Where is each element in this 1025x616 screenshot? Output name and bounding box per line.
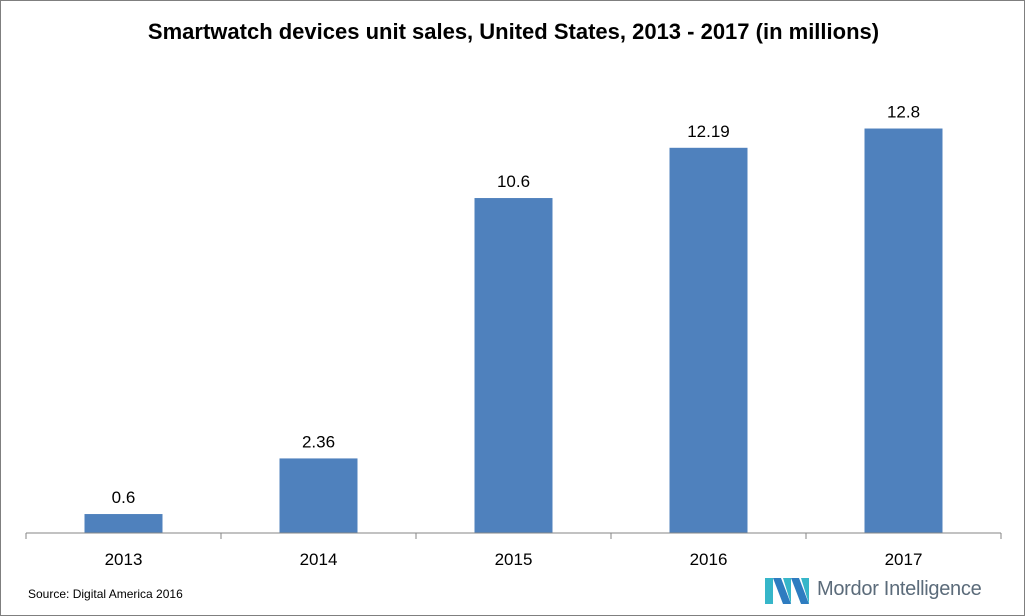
bar-2015: [474, 198, 553, 534]
mordor-logo-icon: [765, 578, 809, 604]
bar-2013: [84, 514, 163, 533]
x-tick-label-2015: 2015: [495, 550, 533, 569]
x-tick-label-2016: 2016: [690, 550, 728, 569]
data-label-2014: 2.36: [302, 432, 335, 451]
source-note: Source: Digital America 2016: [28, 587, 183, 601]
x-tick-label-2017: 2017: [885, 550, 923, 569]
x-tick-label-2013: 2013: [105, 550, 143, 569]
chart-title: Smartwatch devices unit sales, United St…: [147, 19, 880, 44]
bars-layer: [84, 128, 943, 534]
brand-name: Mordor Intelligence: [817, 577, 982, 600]
x-axis: 2013 2014 2015 2016 2017: [25, 532, 1002, 569]
bar-2017: [864, 128, 943, 533]
x-tick-label-2014: 2014: [300, 550, 338, 569]
data-labels-layer: 0.6 2.36 10.6 12.19 12.8: [112, 103, 920, 508]
bar-2014: [279, 458, 358, 533]
bar-2016: [669, 147, 748, 533]
data-label-2017: 12.8: [887, 103, 920, 122]
brand: Mordor Intelligence: [765, 574, 982, 604]
data-label-2016: 12.19: [687, 122, 730, 141]
data-label-2015: 10.6: [497, 172, 530, 191]
data-label-2013: 0.6: [112, 488, 136, 507]
